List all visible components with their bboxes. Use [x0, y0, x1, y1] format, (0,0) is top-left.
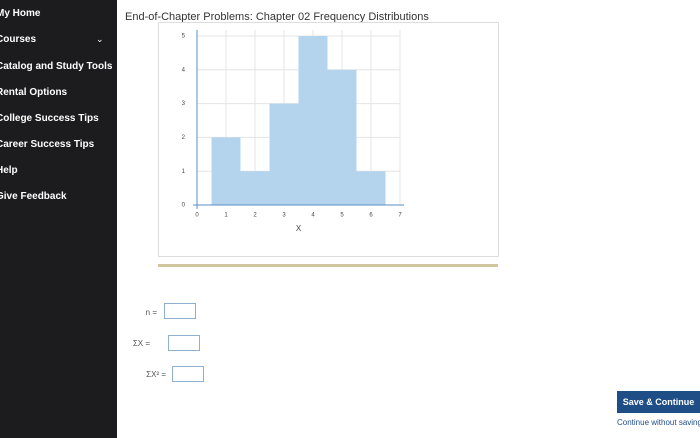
- bar: [356, 171, 386, 205]
- input[interactable]: [164, 303, 196, 319]
- page-title: End-of-Chapter Problems: Chapter 02 Freq…: [125, 11, 429, 23]
- nav-item[interactable]: Catalog and Study Tools: [0, 61, 113, 72]
- y-tick-label: 4: [182, 67, 186, 73]
- y-tick-label: 5: [182, 34, 186, 40]
- input[interactable]: [172, 366, 204, 382]
- y-tick-label: 2: [182, 135, 186, 141]
- nav-item[interactable]: Give Feedback: [0, 191, 67, 202]
- field-label: ΣX =: [132, 339, 150, 348]
- field-label: n =: [145, 308, 157, 317]
- nav-item[interactable]: Career Success Tips: [0, 139, 95, 150]
- nav-item[interactable]: My Home: [0, 8, 41, 19]
- y-tick-label: 3: [182, 101, 186, 107]
- bar: [240, 171, 270, 205]
- bar: [327, 69, 357, 205]
- x-tick-label: 0: [195, 213, 199, 219]
- y-tick-label: 0: [182, 203, 186, 209]
- y-tick-label: 1: [182, 169, 186, 175]
- bar: [298, 36, 328, 205]
- x-tick-label: 2: [253, 213, 257, 219]
- save-button[interactable]: Save & Continue: [617, 391, 700, 413]
- x-tick-label: 7: [398, 213, 402, 219]
- chevron: ⌄: [96, 34, 104, 44]
- nav-item[interactable]: Help: [0, 165, 18, 176]
- nav-item[interactable]: Courses: [0, 34, 37, 45]
- x-tick-label: 1: [224, 213, 228, 219]
- field-label: ΣX² =: [146, 370, 166, 379]
- x-axis-label: X: [296, 224, 302, 233]
- bar: [211, 137, 241, 205]
- nav-item[interactable]: Rental Options: [0, 87, 68, 98]
- x-tick-label: 6: [369, 213, 373, 219]
- skip-link[interactable]: Continue without saving: [617, 418, 700, 427]
- input[interactable]: [168, 335, 200, 351]
- chart-frame: [158, 22, 499, 257]
- divider: [158, 264, 498, 267]
- chart: 0 1 2 3 4 5 0 1 2 3 4 5 6 7 X: [182, 30, 404, 233]
- x-tick-label: 3: [282, 213, 286, 219]
- sidebar: My Home Courses ⌄ Catalog and Study Tool…: [0, 0, 117, 438]
- bar: [269, 103, 299, 205]
- nav-item[interactable]: College Success Tips: [0, 113, 99, 124]
- x-tick-label: 4: [311, 213, 315, 219]
- x-tick-label: 5: [340, 213, 344, 219]
